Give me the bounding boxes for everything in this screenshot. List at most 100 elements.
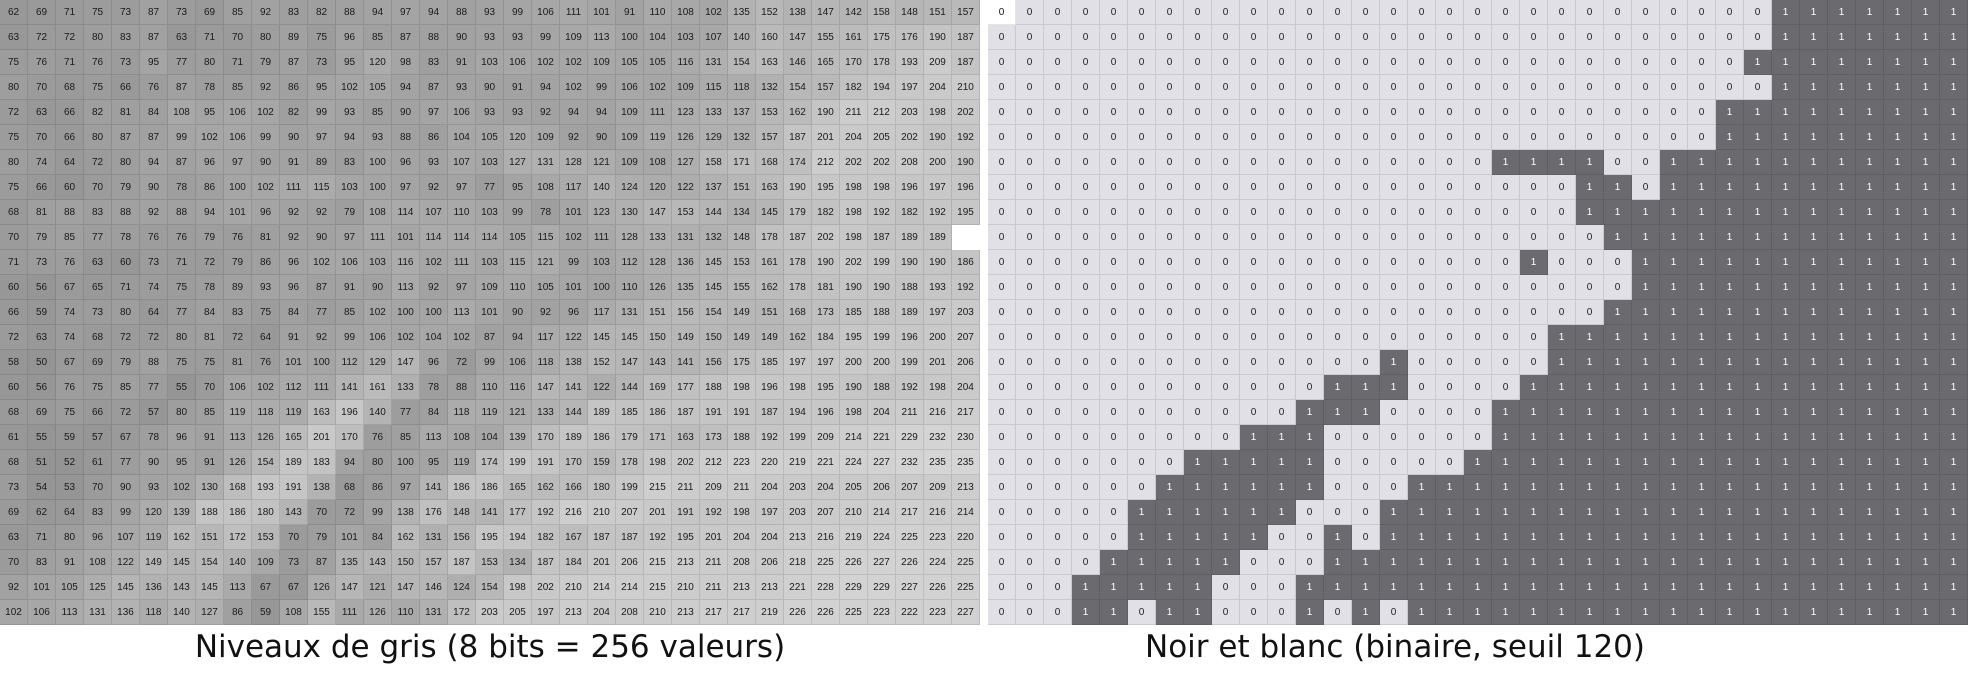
gray-cell: 135 xyxy=(336,550,364,575)
gray-cell: 217 xyxy=(896,500,924,525)
binary-cell: 0 xyxy=(1408,400,1436,425)
binary-cell: 0 xyxy=(1100,175,1128,200)
gray-cell: 189 xyxy=(588,400,616,425)
binary-cell: 0 xyxy=(1184,325,1212,350)
gray-cell: 192 xyxy=(756,425,784,450)
gray-cell: 85 xyxy=(364,100,392,125)
binary-cell: 1 xyxy=(1324,550,1352,575)
binary-cell: 0 xyxy=(1408,175,1436,200)
gray-cell: 213 xyxy=(952,475,980,500)
gray-cell: 189 xyxy=(280,450,308,475)
gray-cell: 187 xyxy=(784,125,812,150)
binary-cell: 0 xyxy=(1072,400,1100,425)
gray-cell: 75 xyxy=(168,350,196,375)
gray-cell: 103 xyxy=(364,250,392,275)
binary-cell: 1 xyxy=(1408,525,1436,550)
binary-cell: 1 xyxy=(1212,525,1240,550)
binary-cell: 0 xyxy=(1380,200,1408,225)
gray-cell: 225 xyxy=(896,525,924,550)
gray-cell: 158 xyxy=(868,0,896,25)
gray-cell: 79 xyxy=(112,175,140,200)
gray-cell: 169 xyxy=(644,375,672,400)
binary-cell: 0 xyxy=(1548,200,1576,225)
binary-cell: 0 xyxy=(1380,25,1408,50)
gray-cell: 101 xyxy=(28,575,56,600)
gray-cell: 103 xyxy=(588,250,616,275)
binary-cell: 0 xyxy=(1072,250,1100,275)
binary-cell: 1 xyxy=(1520,150,1548,175)
binary-cell: 1 xyxy=(1828,325,1856,350)
gray-cell: 71 xyxy=(56,0,84,25)
binary-cell: 1 xyxy=(1688,300,1716,325)
binary-cell: 0 xyxy=(1352,325,1380,350)
gray-cell: 70 xyxy=(28,75,56,100)
gray-cell: 91 xyxy=(196,450,224,475)
binary-cell: 1 xyxy=(1576,150,1604,175)
binary-cell: 1 xyxy=(1632,575,1660,600)
binary-cell: 0 xyxy=(1436,25,1464,50)
binary-cell: 0 xyxy=(1184,225,1212,250)
binary-cell: 1 xyxy=(1604,300,1632,325)
binary-cell: 1 xyxy=(1800,275,1828,300)
gray-cell: 145 xyxy=(700,275,728,300)
binary-cell: 1 xyxy=(1912,250,1940,275)
binary-cell: 0 xyxy=(1128,325,1156,350)
gray-cell: 91 xyxy=(616,0,644,25)
binary-cell: 0 xyxy=(1016,575,1044,600)
binary-cell: 1 xyxy=(1828,500,1856,525)
gray-cell: 84 xyxy=(364,525,392,550)
binary-cell: 0 xyxy=(1464,250,1492,275)
binary-cell: 1 xyxy=(1828,475,1856,500)
binary-cell: 0 xyxy=(1156,450,1184,475)
gray-cell: 149 xyxy=(672,325,700,350)
binary-cell: 1 xyxy=(1212,475,1240,500)
gray-cell: 212 xyxy=(868,100,896,125)
gray-cell: 148 xyxy=(728,225,756,250)
binary-cell: 1 xyxy=(1436,500,1464,525)
binary-cell: 1 xyxy=(1912,75,1940,100)
binary-cell: 0 xyxy=(1492,350,1520,375)
binary-cell: 1 xyxy=(1912,525,1940,550)
gray-cell: 59 xyxy=(252,600,280,625)
binary-cell: 0 xyxy=(1128,100,1156,125)
binary-cell: 0 xyxy=(1044,400,1072,425)
gray-cell: 93 xyxy=(476,0,504,25)
binary-cell: 0 xyxy=(1156,425,1184,450)
gray-cell: 67 xyxy=(112,425,140,450)
binary-cell: 0 xyxy=(1128,250,1156,275)
gray-cell: 195 xyxy=(812,375,840,400)
binary-cell: 1 xyxy=(1632,425,1660,450)
gray-cell: 73 xyxy=(140,250,168,275)
gray-cell: 82 xyxy=(280,100,308,125)
gray-cell: 93 xyxy=(420,150,448,175)
binary-cell: 0 xyxy=(1240,125,1268,150)
gray-cell: 92 xyxy=(420,175,448,200)
gray-cell: 109 xyxy=(252,550,280,575)
gray-cell: 199 xyxy=(868,250,896,275)
gray-cell: 189 xyxy=(896,225,924,250)
binary-cell: 0 xyxy=(1436,325,1464,350)
gray-cell: 105 xyxy=(644,50,672,75)
binary-cell: 1 xyxy=(1296,475,1324,500)
binary-cell: 1 xyxy=(1660,575,1688,600)
binary-cell: 0 xyxy=(1100,525,1128,550)
binary-cell: 0 xyxy=(1240,0,1268,25)
binary-cell: 1 xyxy=(1940,500,1968,525)
binary-cell: 0 xyxy=(1128,75,1156,100)
gray-cell: 73 xyxy=(112,0,140,25)
gray-cell: 80 xyxy=(112,300,140,325)
gray-cell: 145 xyxy=(700,250,728,275)
gray-cell: 174 xyxy=(476,450,504,475)
binary-cell: 1 xyxy=(1632,525,1660,550)
gray-cell: 204 xyxy=(868,400,896,425)
gray-cell: 99 xyxy=(588,75,616,100)
gray-cell: 94 xyxy=(140,150,168,175)
binary-cell: 1 xyxy=(1688,250,1716,275)
binary-cell: 1 xyxy=(1744,325,1772,350)
binary-cell: 0 xyxy=(1016,50,1044,75)
gray-cell: 202 xyxy=(532,575,560,600)
binary-cell: 1 xyxy=(1296,575,1324,600)
binary-cell: 1 xyxy=(1884,400,1912,425)
binary-cell: 0 xyxy=(1352,475,1380,500)
binary-cell: 0 xyxy=(1100,0,1128,25)
